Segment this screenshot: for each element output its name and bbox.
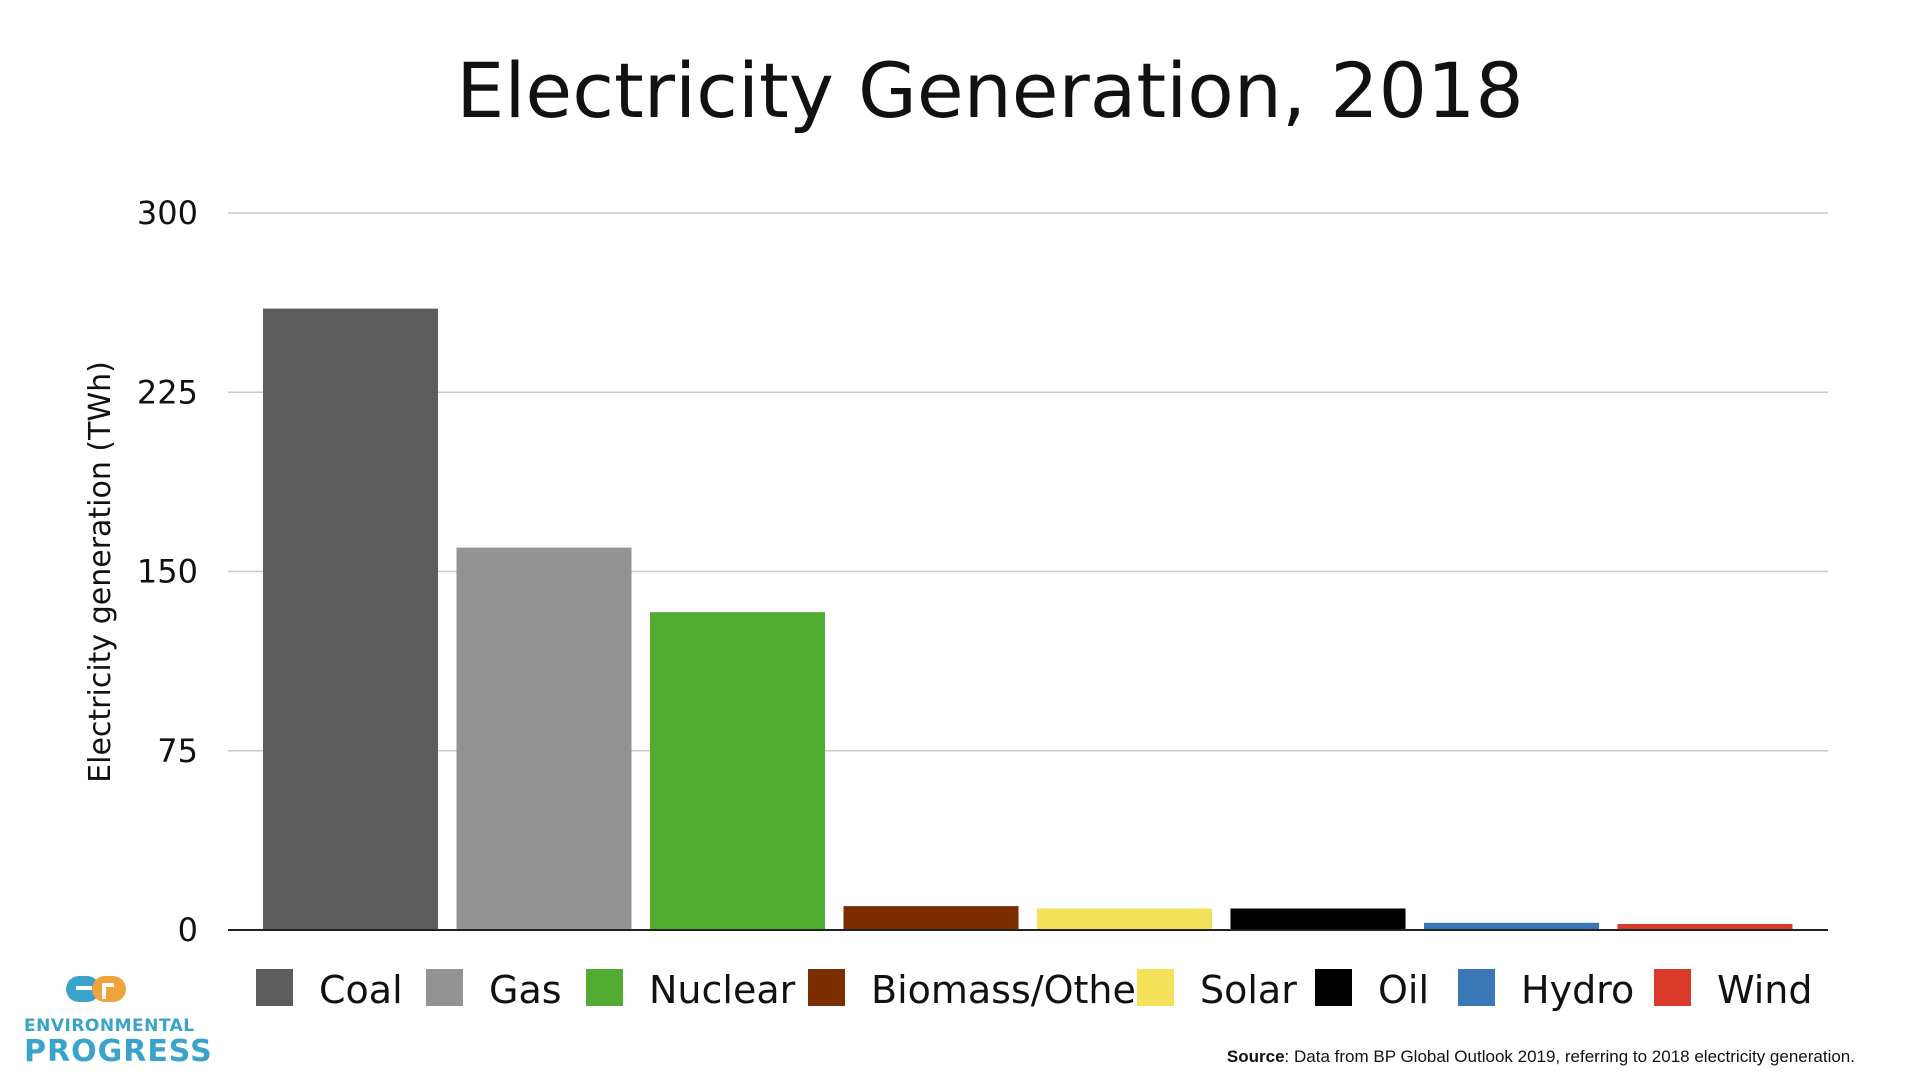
legend-label-gas: Gas	[489, 968, 562, 1012]
legend: Coal Gas Nuclear Biomass/Other Solar Oil Hydro…	[256, 968, 1813, 1012]
bar-solar	[1037, 908, 1212, 930]
legend-label-biomass-other: Biomass/Other	[871, 968, 1152, 1012]
legend-label-wind: Wind	[1717, 968, 1813, 1012]
y-tick-label: 75	[157, 732, 198, 770]
bar-hydro	[1424, 922, 1599, 930]
y-tick-label: 300	[137, 194, 198, 232]
legend-swatch-wind	[1654, 969, 1691, 1006]
bar-coal	[263, 308, 438, 931]
legend-swatch-solar	[1137, 969, 1174, 1006]
source-note: Source: Data from BP Global Outlook 2019…	[1227, 1047, 1855, 1067]
logo-text-progress: PROGRESS	[24, 1034, 213, 1069]
environmental-progress-logo: ENVIRONMENTAL PROGRESS	[24, 968, 213, 1069]
legend-label-coal: Coal	[319, 968, 403, 1012]
bar-wind	[1617, 924, 1793, 930]
bar-nuclear	[650, 612, 825, 930]
bar-oil	[1230, 908, 1406, 930]
chart-title: Electricity Generation, 2018	[456, 46, 1523, 135]
legend-swatch-hydro	[1458, 969, 1495, 1006]
legend-swatch-coal	[256, 969, 293, 1006]
bar-biomass-other	[843, 906, 1019, 930]
legend-swatch-nuclear	[586, 969, 623, 1006]
logo-text-environmental: ENVIRONMENTAL	[24, 1016, 195, 1036]
source-text: : Data from BP Global Outlook 2019, refe…	[1284, 1047, 1855, 1066]
y-axis-label: Electricity generation (TWh)	[83, 361, 118, 783]
legend-label-nuclear: Nuclear	[649, 968, 796, 1012]
source-label: Source	[1226, 1047, 1285, 1066]
y-axis-ticks: 0 75 150 225 300	[137, 194, 198, 949]
legend-swatch-biomass-other	[808, 969, 845, 1006]
ep-logo-icon	[66, 976, 126, 1002]
legend-label-hydro: Hydro	[1521, 968, 1634, 1012]
y-tick-label: 0	[178, 911, 198, 949]
bars	[263, 308, 1793, 931]
y-tick-label: 150	[137, 553, 198, 591]
legend-swatch-oil	[1315, 969, 1352, 1006]
legend-label-solar: Solar	[1200, 968, 1297, 1012]
legend-swatch-gas	[426, 969, 463, 1006]
legend-label-oil: Oil	[1378, 968, 1429, 1012]
y-tick-label: 225	[137, 373, 198, 411]
bar-gas	[456, 547, 632, 930]
